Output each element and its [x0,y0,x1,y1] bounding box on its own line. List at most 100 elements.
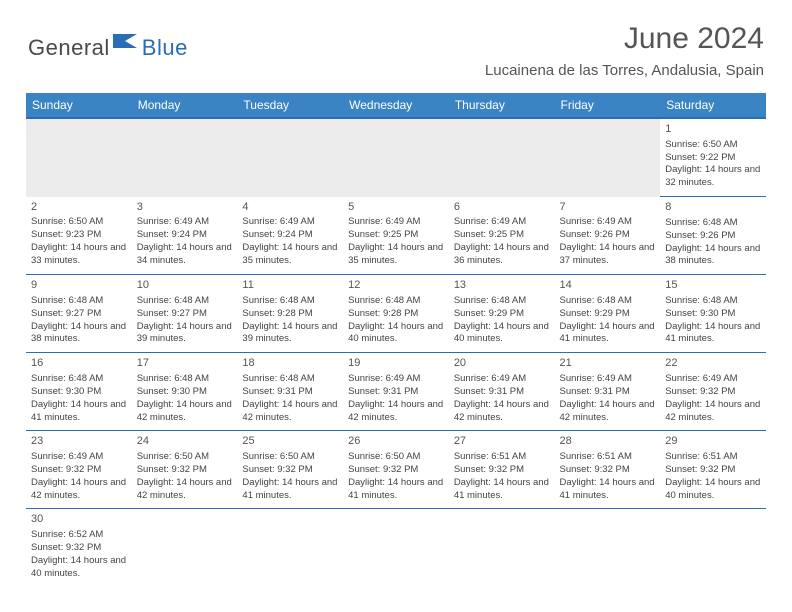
day-number: 14 [560,278,656,293]
calendar-cell: 17Sunrise: 6:48 AMSunset: 9:30 PMDayligh… [132,353,238,431]
calendar-cell: 8Sunrise: 6:48 AMSunset: 9:26 PMDaylight… [660,197,766,275]
calendar-cell: 27Sunrise: 6:51 AMSunset: 9:32 PMDayligh… [449,431,555,509]
daylight-line: Daylight: 14 hours and 35 minutes. [242,242,338,268]
sunset-line: Sunset: 9:32 PM [31,464,127,477]
sunrise-line: Sunrise: 6:49 AM [454,216,550,229]
weekday-header: Thursday [449,93,555,118]
sunset-line: Sunset: 9:24 PM [137,229,233,242]
daylight-line: Daylight: 14 hours and 41 minutes. [560,321,656,347]
sunset-line: Sunset: 9:30 PM [665,308,761,321]
calendar-cell [237,509,343,587]
sunset-line: Sunset: 9:32 PM [665,464,761,477]
calendar-cell: 29Sunrise: 6:51 AMSunset: 9:32 PMDayligh… [660,431,766,509]
calendar-cell [26,118,132,197]
daylight-line: Daylight: 14 hours and 39 minutes. [137,321,233,347]
calendar-cell: 19 Sunrise: 6:49 AMSunset: 9:31 PMDayligh… [343,353,449,431]
sunrise-line: Sunrise: 6:48 AM [560,295,656,308]
day-number: 19 [348,356,444,371]
day-number: 26 [348,434,444,449]
sunrise-line: Sunrise: 6:48 AM [665,295,761,308]
weekday-header: Friday [555,93,661,118]
sunrise-line: Sunrise: 6:48 AM [348,295,444,308]
sunrise-line: Sunrise: 6:49 AM [348,373,444,386]
sunset-line: Sunset: 9:28 PM [348,308,444,321]
calendar-cell: 21Sunrise: 6:49 AMSunset: 9:31 PMDayligh… [555,353,661,431]
sunrise-line: Sunrise: 6:48 AM [665,217,761,230]
calendar-cell: 13Sunrise: 6:48 AMSunset: 9:29 PMDayligh… [449,275,555,353]
sunset-line: Sunset: 9:32 PM [560,464,656,477]
logo-flag-icon [113,32,139,55]
calendar-cell: 14 Sunrise: 6:48 AMSunset: 9:29 PMDayligh… [555,275,661,353]
calendar-cell [343,118,449,197]
sunrise-line: Sunrise: 6:51 AM [665,451,761,464]
daylight-line: Daylight: 14 hours and 38 minutes. [31,321,127,347]
sunset-line: Sunset: 9:27 PM [137,308,233,321]
calendar-cell: 3Sunrise: 6:49 AMSunset: 9:24 PMDaylight… [132,197,238,275]
sunrise-line: Sunrise: 6:49 AM [31,451,127,464]
sunrise-line: Sunrise: 6:48 AM [31,295,127,308]
daylight-line: Daylight: 14 hours and 33 minutes. [31,242,127,268]
daylight-line: Daylight: 14 hours and 42 minutes. [454,399,550,425]
location: Lucainena de las Torres, Andalusia, Spai… [485,62,764,79]
day-number: 17 [137,356,233,371]
sunset-line: Sunset: 9:32 PM [348,464,444,477]
sunset-line: Sunset: 9:31 PM [348,386,444,399]
weekday-header: Saturday [660,93,766,118]
day-number: 20 [454,356,550,371]
sunrise-line: Sunrise: 6:48 AM [242,373,338,386]
day-number: 5 [348,200,444,215]
day-number: 18 [242,356,338,371]
calendar-cell: 9Sunrise: 6:48 AMSunset: 9:27 PMDaylight… [26,275,132,353]
daylight-line: Daylight: 14 hours and 41 minutes. [31,399,127,425]
calendar-cell: 26Sunrise: 6:50 AMSunset: 9:32 PMDayligh… [343,431,449,509]
sunrise-line: Sunrise: 6:48 AM [137,295,233,308]
sunrise-line: Sunrise: 6:49 AM [454,373,550,386]
daylight-line: Daylight: 14 hours and 39 minutes. [242,321,338,347]
calendar-cell: 25Sunrise: 6:50 AMSunset: 9:32 PMDayligh… [237,431,343,509]
day-number: 2 [31,200,127,215]
sunset-line: Sunset: 9:32 PM [665,386,761,399]
calendar-cell [555,118,661,197]
sunset-line: Sunset: 9:31 PM [454,386,550,399]
daylight-line: Daylight: 14 hours and 42 minutes. [137,477,233,503]
sunset-line: Sunset: 9:22 PM [665,152,761,165]
weekday-header: Monday [132,93,238,118]
sunrise-line: Sunrise: 6:52 AM [31,529,127,542]
sunset-line: Sunset: 9:32 PM [454,464,550,477]
sunrise-line: Sunrise: 6:51 AM [560,451,656,464]
sunset-line: Sunset: 9:28 PM [242,308,338,321]
calendar-cell [660,509,766,587]
calendar-cell: 15Sunrise: 6:48 AMSunset: 9:30 PMDayligh… [660,275,766,353]
calendar-cell: 30Sunrise: 6:52 AMSunset: 9:32 PMDayligh… [26,509,132,587]
logo: General Blue [28,32,188,63]
day-number: 4 [242,200,338,215]
calendar-cell: 18Sunrise: 6:48 AMSunset: 9:31 PMDayligh… [237,353,343,431]
daylight-line: Daylight: 14 hours and 34 minutes. [137,242,233,268]
day-number: 8 [665,200,761,215]
sunrise-line: Sunrise: 6:49 AM [348,216,444,229]
calendar-cell: 7Sunrise: 6:49 AMSunset: 9:26 PMDaylight… [555,197,661,275]
daylight-line: Daylight: 14 hours and 42 minutes. [348,399,444,425]
calendar-cell [132,509,238,587]
calendar-cell [449,509,555,587]
day-number: 30 [31,512,127,527]
sunset-line: Sunset: 9:31 PM [242,386,338,399]
calendar-cell [343,509,449,587]
daylight-line: Daylight: 14 hours and 40 minutes. [665,477,761,503]
daylight-line: Daylight: 14 hours and 35 minutes. [348,242,444,268]
sunrise-line: Sunrise: 6:49 AM [665,373,761,386]
day-number: 23 [31,434,127,449]
daylight-line: Daylight: 14 hours and 36 minutes. [454,242,550,268]
sunset-line: Sunset: 9:29 PM [560,308,656,321]
calendar-cell: 20 Sunrise: 6:49 AMSunset: 9:31 PMDayligh… [449,353,555,431]
day-number: 21 [560,356,656,371]
calendar-cell: 24Sunrise: 6:50 AMSunset: 9:32 PMDayligh… [132,431,238,509]
title-block: June 2024 Lucainena de las Torres, Andal… [485,22,764,79]
day-number: 16 [31,356,127,371]
sunrise-line: Sunrise: 6:51 AM [454,451,550,464]
daylight-line: Daylight: 14 hours and 32 minutes. [665,164,761,190]
sunrise-line: Sunrise: 6:50 AM [348,451,444,464]
day-number: 9 [31,278,127,293]
day-number: 3 [137,200,233,215]
logo-text-blue: Blue [142,35,188,61]
